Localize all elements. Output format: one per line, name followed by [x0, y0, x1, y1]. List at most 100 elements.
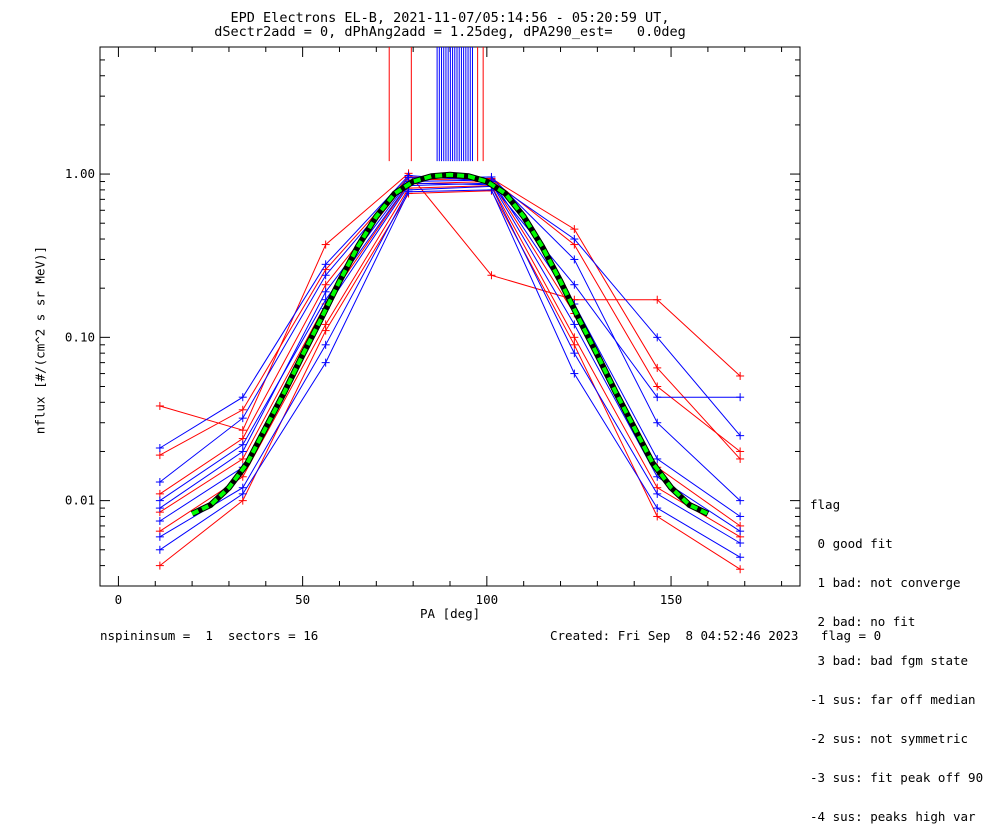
- footer-spin-info: nspininsum = 1 sectors = 16: [100, 628, 319, 643]
- data-point: [570, 280, 579, 289]
- data-point: [238, 489, 247, 498]
- legend-item: -4 sus: peaks high var: [810, 809, 976, 824]
- data-point: [653, 454, 662, 463]
- y-tick-label: 1.00: [65, 166, 95, 181]
- data-point: [570, 340, 579, 349]
- data-point: [570, 225, 579, 234]
- chart-title-line1: EPD Electrons EL-B, 2021-11-07/05:14:56 …: [230, 10, 670, 26]
- data-point: [321, 260, 330, 269]
- data-point: [238, 496, 247, 505]
- legend-title: flag: [810, 497, 841, 512]
- data-point: [238, 454, 247, 463]
- data-point: [321, 358, 330, 367]
- data-point: [238, 426, 247, 435]
- data-point: [736, 553, 745, 562]
- series-line: [159, 174, 741, 449]
- data-point: [155, 517, 164, 526]
- data-point: [570, 369, 579, 378]
- data-point: [653, 393, 662, 402]
- data-point: [321, 280, 330, 289]
- data-point: [155, 478, 164, 487]
- legend-item: 0 good fit: [810, 536, 893, 551]
- legend-item: 3 bad: bad fgm state: [810, 653, 969, 668]
- series-red: [155, 169, 745, 574]
- series-line: [159, 182, 741, 532]
- chart-title-line2: dSectr2add = 0, dPhAng2add = 1.25deg, dP…: [214, 24, 686, 40]
- y-tick-label: 0.01: [65, 493, 95, 508]
- fit-curve: [190, 171, 710, 517]
- series-line: [159, 180, 741, 527]
- series-line: [159, 189, 741, 558]
- data-point: [238, 440, 247, 449]
- data-point: [570, 349, 579, 358]
- data-point: [736, 371, 745, 380]
- series-line: [159, 177, 741, 495]
- data-point: [736, 565, 745, 574]
- data-point: [653, 512, 662, 521]
- data-point: [155, 401, 164, 410]
- series-line: [159, 182, 741, 502]
- data-point: [404, 187, 413, 196]
- data-point: [238, 393, 247, 402]
- data-point: [321, 240, 330, 249]
- data-point: [570, 333, 579, 342]
- data-point: [736, 393, 745, 402]
- y-axis-label: nflux [#/(cm^2 s sr MeV)]: [32, 245, 48, 435]
- data-point: [736, 431, 745, 440]
- data-point: [321, 326, 330, 335]
- data-point: [653, 418, 662, 427]
- data-point: [570, 235, 579, 244]
- data-point: [321, 340, 330, 349]
- data-point: [487, 271, 496, 280]
- data-point: [321, 287, 330, 296]
- spike-lines: [388, 47, 484, 162]
- data-point: [155, 496, 164, 505]
- data-point: [736, 539, 745, 548]
- legend-item: 2 bad: no fit: [810, 614, 916, 629]
- legend-item: -1 sus: far off median: [810, 692, 976, 707]
- data-point: [570, 255, 579, 264]
- x-tick-label: 100: [476, 592, 499, 607]
- data-point: [155, 561, 164, 570]
- data-point: [155, 504, 164, 513]
- axis-ticks: 0 50 100 150 0.01 0.10 1.00: [65, 46, 800, 607]
- data-point: [653, 333, 662, 342]
- x-tick-label: 50: [295, 592, 310, 607]
- data-point: [653, 295, 662, 304]
- series-line: [159, 176, 741, 456]
- data-point: [653, 489, 662, 498]
- data-point: [238, 405, 247, 414]
- data-point: [238, 414, 247, 423]
- plot-area: 0 50 100 150 0.01 0.10 1.00: [65, 46, 801, 607]
- x-tick-label: 0: [115, 592, 123, 607]
- data-point: [155, 444, 164, 453]
- data-point: [736, 496, 745, 505]
- footer-created-info: Created: Fri Sep 8 04:52:46 2023 flag = …: [550, 628, 882, 643]
- data-point: [155, 545, 164, 554]
- fit-shadow: [190, 171, 710, 517]
- x-axis-label: PA [deg]: [420, 606, 481, 621]
- data-point: [736, 512, 745, 521]
- data-point: [736, 527, 745, 536]
- y-tick-label: 0.10: [65, 329, 95, 344]
- legend-item: -2 sus: not symmetric: [810, 731, 969, 746]
- legend-item: 1 bad: not converge: [810, 575, 961, 590]
- data-point: [155, 532, 164, 541]
- series-line: [159, 185, 741, 544]
- data-point: [736, 454, 745, 463]
- data-point: [653, 382, 662, 391]
- legend-item: -3 sus: fit peak off 90: [810, 770, 984, 785]
- data-point: [155, 489, 164, 498]
- fit-line: [191, 172, 709, 516]
- series-line: [159, 172, 741, 431]
- x-tick-label: 150: [660, 592, 683, 607]
- data-point: [570, 320, 579, 329]
- series-line: [159, 179, 741, 517]
- data-point: [736, 447, 745, 456]
- data-point: [404, 171, 413, 180]
- data-point: [653, 504, 662, 513]
- data-point: [321, 271, 330, 280]
- flag-legend: flag 0 good fit 1 bad: not converge 2 ba…: [810, 472, 983, 836]
- data-point: [155, 451, 164, 460]
- data-point: [238, 447, 247, 456]
